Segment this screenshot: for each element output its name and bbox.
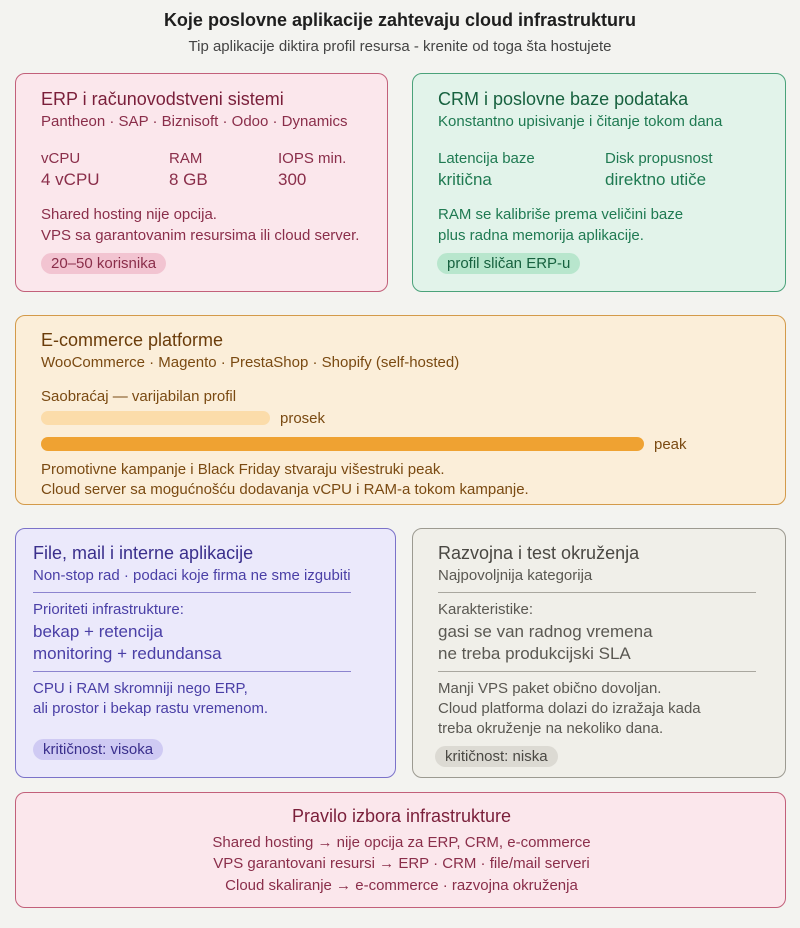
erp-title: ERP i računovodstveni sistemi [41,89,284,109]
file-mail-priority-line2: monitoring + redundansa [33,644,222,663]
erp-card: ERP i računovodstveni sistemi Pantheon ·… [15,73,388,292]
file-mail-divider-top [33,592,351,593]
crm-stat-label-disk: Disk propusnost [605,150,713,167]
erp-note-line1: Shared hosting nije opcija. [41,206,217,223]
erp-badge: 20–50 korisnika [41,253,167,274]
dev-test-char-line2: ne treba produkcijski SLA [438,644,631,663]
dev-test-note-line2: Cloud platforma dolazi do izražaja kada [438,700,701,717]
rule-line1: Shared hosting → nije opcija za ERP, CRM… [212,834,591,851]
erp-stat-label-vcpu: vCPU [41,150,81,167]
rule-title: Pravilo izbora infrastrukture [291,806,512,826]
file-mail-note-line2: ali prostor i bekap rastu vremenom. [33,700,269,717]
dev-test-divider-bottom [438,671,756,672]
crm-stat-value-latency: kritična [438,170,492,189]
page-subtitle: Tip aplikacije diktira profil resursa - … [188,38,612,55]
file-mail-title: File, mail i interne aplikacije [33,543,254,563]
traffic-label: Saobraćaj — varijabilan profil [41,388,237,405]
erp-stat-label-ram: RAM [169,150,203,167]
ecommerce-note-line2: Cloud server sa mogućnošću dodavanja vCP… [41,481,529,498]
crm-stat-value-disk: direktno utiče [605,170,707,189]
ecommerce-examples: WooCommerce · Magento · PrestaShop · Sho… [41,354,460,371]
dev-test-badge: kritičnost: niska [435,746,558,767]
file-mail-subtitle: Non-stop rad · podaci koje firma ne sme … [33,567,351,584]
erp-stat-label-iops: IOPS min. [278,150,347,167]
rule-line3: Cloud skaliranje → e-commerce · razvojna… [225,877,578,894]
dev-test-subtitle: Najpovoljnija kategorija [438,567,593,584]
file-mail-priority-line1: bekap + retencija [33,622,163,641]
crm-title: CRM i poslovne baze podataka [438,89,689,109]
erp-examples: Pantheon · SAP · Biznisoft · Odoo · Dyna… [41,113,348,130]
dev-test-divider-top [438,592,756,593]
traffic-average-bar [41,411,270,425]
ecommerce-card: E-commerce platforme WooCommerce · Magen… [15,315,786,505]
crm-note-line2: plus radna memorija aplikacije. [438,227,644,244]
crm-badge: profil sličan ERP-u [437,253,581,274]
dev-test-char-label: Karakteristike: [438,601,534,618]
erp-stat-value-iops: 300 [278,170,307,189]
dev-test-note-line1: Manji VPS paket obično dovoljan. [438,680,662,697]
crm-card: CRM i poslovne baze podataka Konstantno … [412,73,786,292]
traffic-peak-label: peak [654,436,687,453]
rule-line2: VPS garantovani resursi → ERP · CRM · fi… [213,855,590,872]
crm-stat-label-latency: Latencija baze [438,150,535,167]
crm-note-line1: RAM se kalibriše prema veličini baze [438,206,684,223]
erp-stat-value-ram: 8 GB [169,170,208,189]
erp-note-line2: VPS sa garantovanim resursima ili cloud … [41,227,360,244]
file-mail-priorities-label: Prioriteti infrastrukture: [33,601,184,618]
file-mail-badge: kritičnost: visoka [33,739,164,760]
file-mail-note-line1: CPU i RAM skromniji nego ERP, [33,680,248,697]
dev-test-title: Razvojna i test okruženja [438,543,640,563]
rule-card: Pravilo izbora infrastrukture Shared hos… [15,792,786,908]
dev-test-char-line1: gasi se van radnog vremena [438,622,653,641]
ecommerce-title: E-commerce platforme [41,330,224,350]
crm-subtitle: Konstantno upisivanje i čitanje tokom da… [438,113,723,130]
file-mail-card: File, mail i interne aplikacije Non-stop… [15,528,396,778]
traffic-average-label: prosek [280,410,326,427]
file-mail-divider-bottom [33,671,351,672]
ecommerce-note-line1: Promotivne kampanje i Black Friday stvar… [41,461,445,478]
page-title: Koje poslovne aplikacije zahtevaju cloud… [163,10,637,30]
erp-stat-value-vcpu: 4 vCPU [41,170,100,189]
dev-test-card: Razvojna i test okruženja Najpovoljnija … [412,528,786,778]
dev-test-note-line3: treba okruženje na nekoliko dana. [438,720,664,737]
traffic-peak-bar [41,437,644,451]
